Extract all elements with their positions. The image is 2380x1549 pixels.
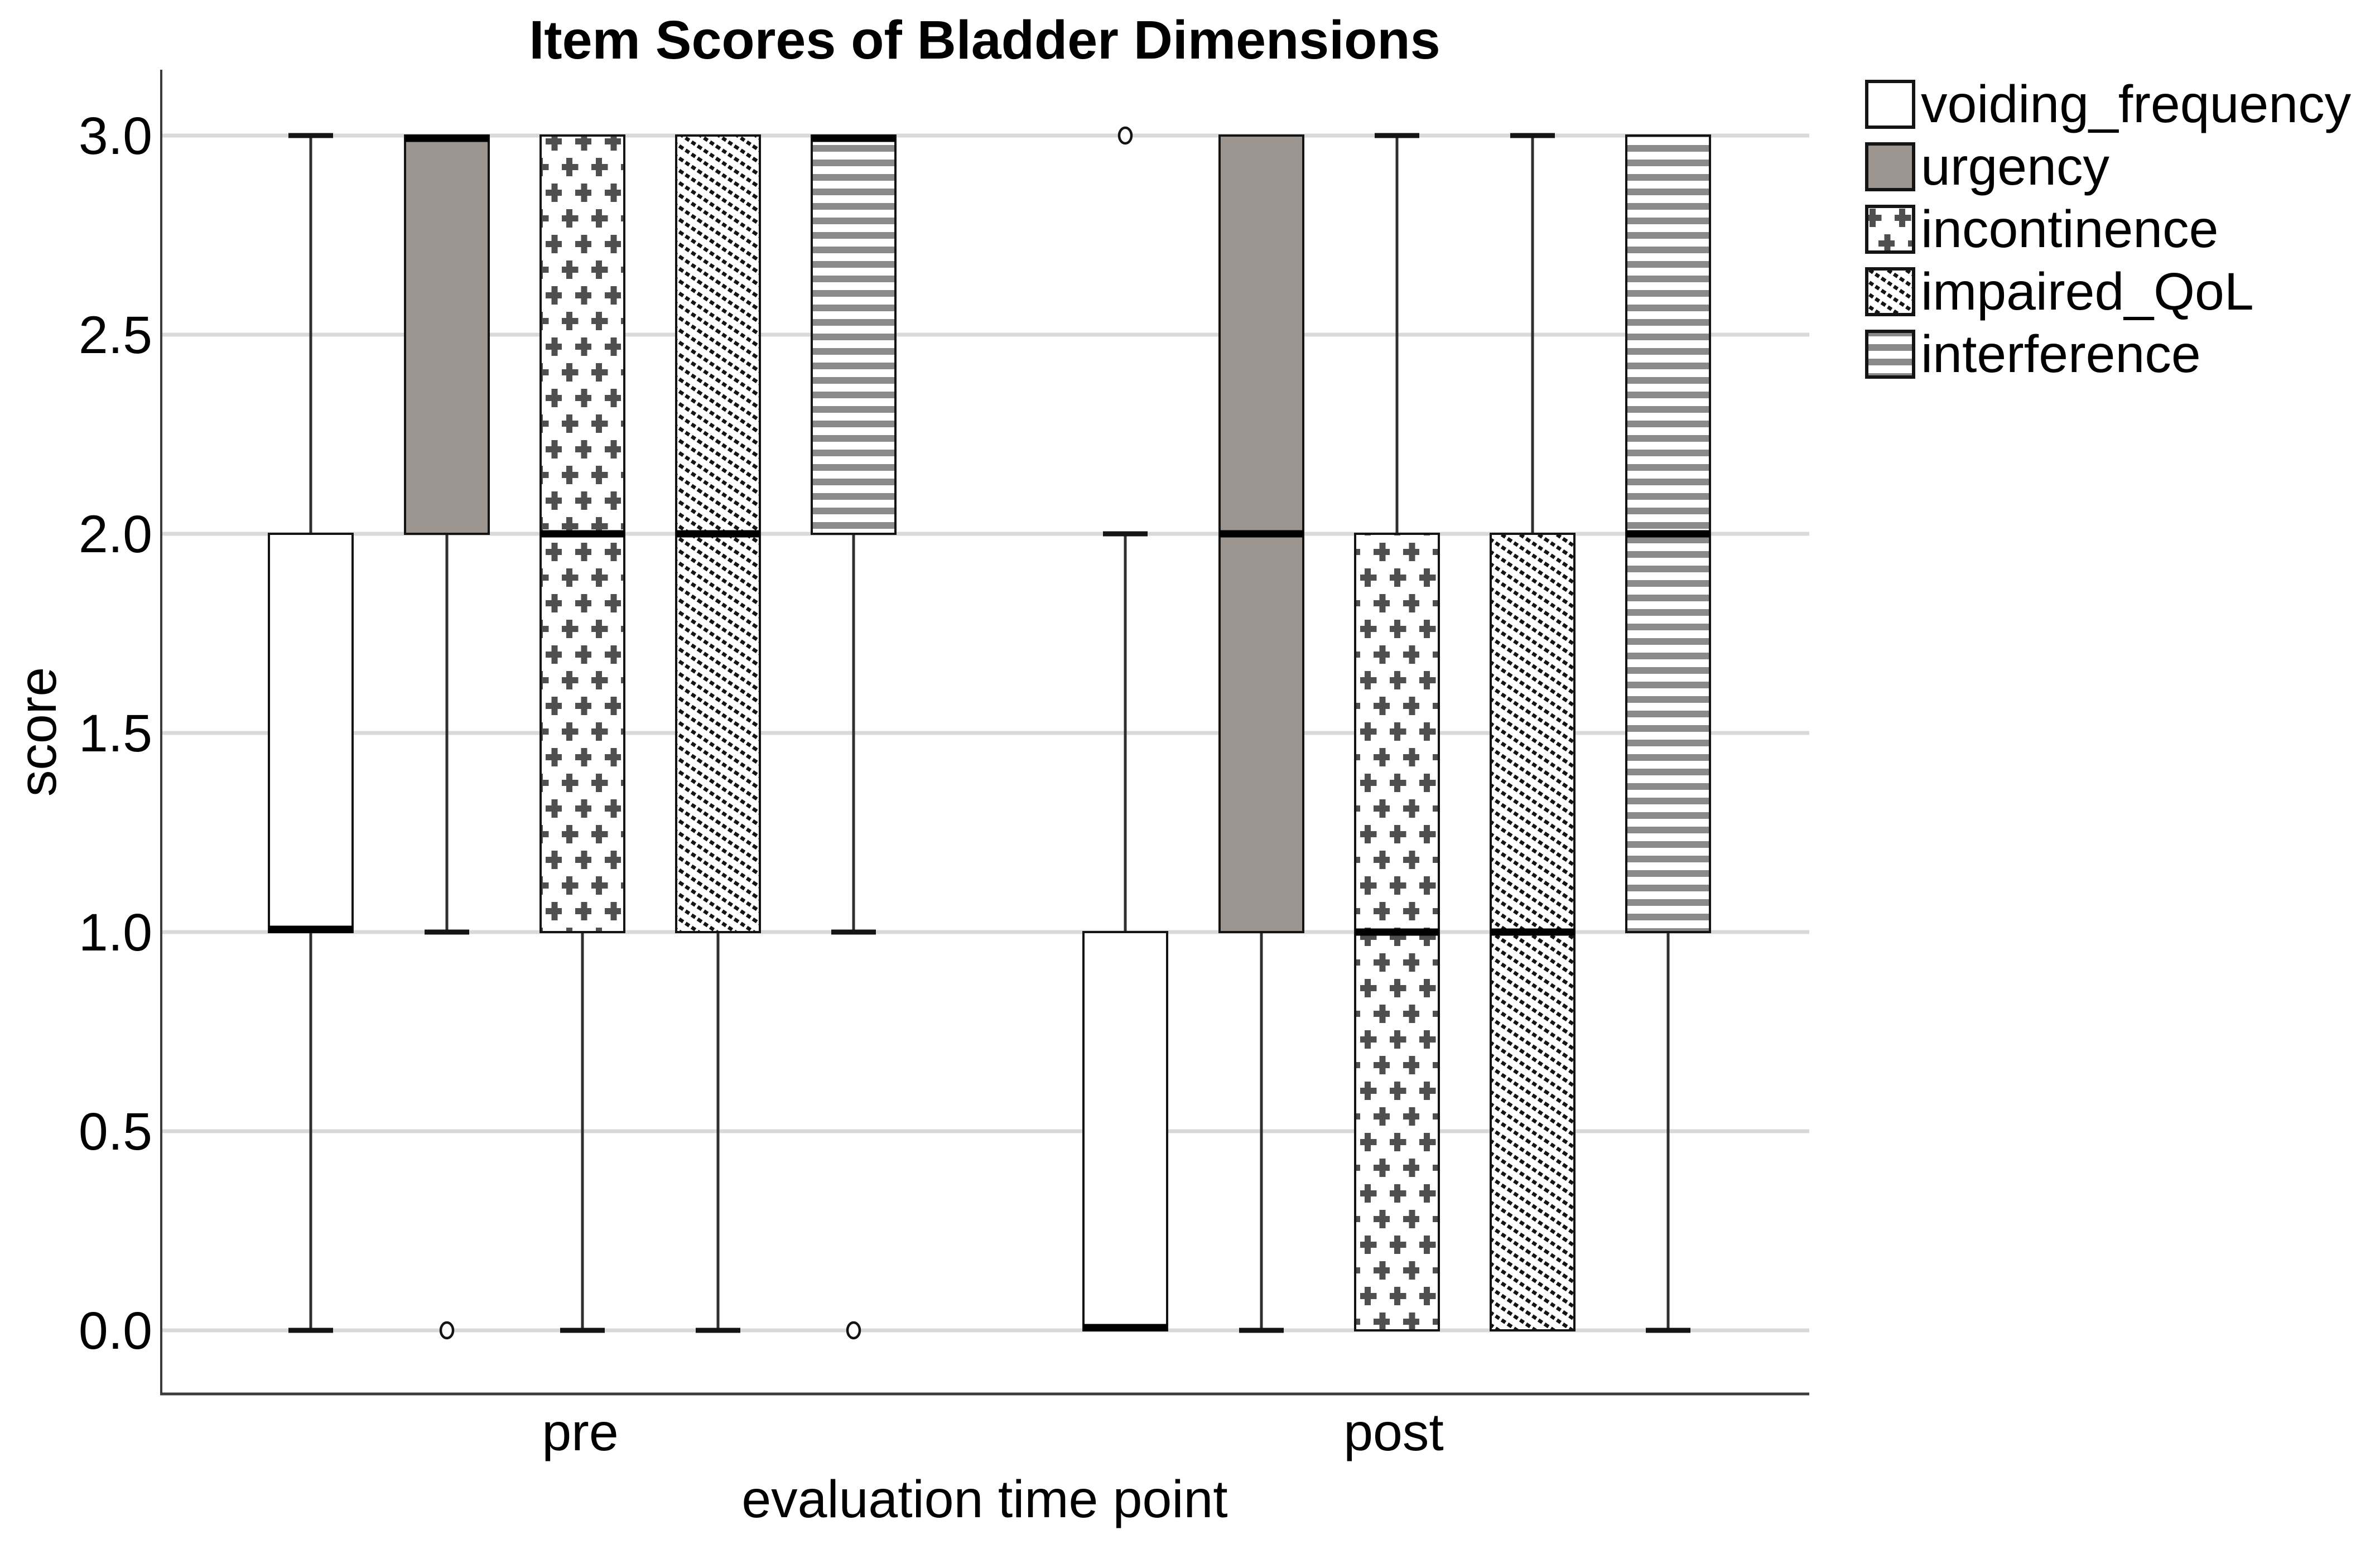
legend-item-interference: interference [1865, 325, 2351, 384]
legend: voiding_frequency urgency incontinence i… [1865, 75, 2351, 392]
x-axis-title: evaluation time point [741, 1470, 1227, 1529]
box-pre-voiding_frequency [268, 533, 354, 933]
y-tick-0.5: 0.5 [79, 1102, 152, 1161]
legend-swatch-plus-hatch-icon [1865, 205, 1915, 254]
legend-label-voiding-frequency: voiding_frequency [1921, 74, 2352, 134]
legend-swatch-horizontal-stripes-icon [1865, 330, 1915, 379]
legend-item-voiding_frequency: voiding_frequency [1865, 75, 2351, 134]
legend-item-urgency: urgency [1865, 137, 2351, 196]
outlier-post-voiding_frequency-3 [1117, 126, 1133, 145]
legend-label-impaired-qol: impaired_QoL [1921, 262, 2254, 321]
x-category-pre: pre [542, 1403, 618, 1462]
boxes-layer [268, 126, 1711, 1340]
chart-title: Item Scores of Bladder Dimensions [529, 9, 1440, 70]
y-tick-2.5: 2.5 [79, 306, 152, 365]
x-category-post: post [1343, 1403, 1444, 1462]
legend-swatch-gray-icon [1865, 142, 1915, 191]
box-pre-interference [811, 134, 897, 535]
y-tick-3.0: 3.0 [79, 107, 152, 166]
legend-swatch-diagonal-hatch-icon [1865, 267, 1915, 316]
y-tick-2.0: 2.0 [79, 505, 152, 564]
legend-label-incontinence: incontinence [1921, 199, 2219, 259]
outlier-pre-urgency-0 [439, 1321, 455, 1340]
box-pre-urgency [404, 134, 490, 535]
legend-label-urgency: urgency [1921, 137, 2109, 196]
legend-item-impaired-qol: impaired_QoL [1865, 262, 2351, 321]
outlier-pre-interference-0 [846, 1321, 861, 1340]
y-tick-1.0: 1.0 [79, 903, 152, 962]
legend-swatch-white-icon [1865, 80, 1915, 129]
y-axis-title: score [8, 667, 68, 797]
legend-label-interference: interference [1921, 324, 2201, 384]
legend-item-incontinence: incontinence [1865, 200, 2351, 259]
y-tick-1.5: 1.5 [79, 704, 152, 763]
y-tick-0.0: 0.0 [79, 1301, 152, 1360]
box-post-voiding_frequency [1082, 931, 1168, 1331]
